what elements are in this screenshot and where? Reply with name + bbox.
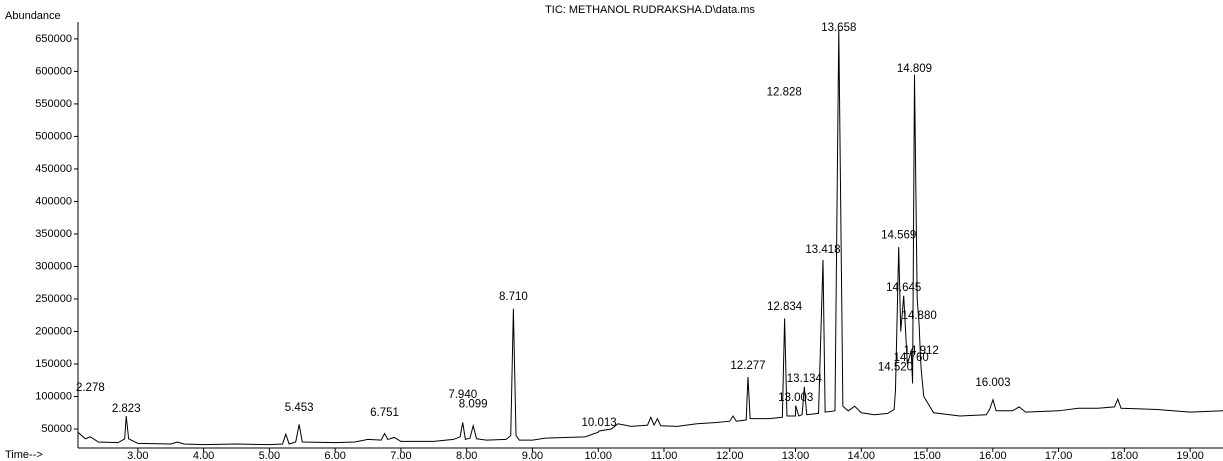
peak-label: 12.828 bbox=[767, 86, 802, 98]
x-tick-label: 8.00 bbox=[456, 450, 477, 461]
trace bbox=[77, 29, 1223, 446]
y-tick-label: 500000 bbox=[35, 130, 72, 142]
peak-label: 13.134 bbox=[787, 373, 823, 385]
peak-label: 14.760 bbox=[894, 352, 929, 364]
x-tick-label: 13.00 bbox=[782, 450, 810, 461]
x-tick-label: 19.00 bbox=[1176, 450, 1204, 461]
x-tick-label: 4.00 bbox=[193, 450, 214, 461]
peak-label: 7.940 bbox=[448, 389, 477, 401]
peak-label: 13.418 bbox=[805, 244, 840, 256]
peak-label: 6.751 bbox=[370, 407, 399, 419]
x-tick-label: 9.00 bbox=[522, 450, 543, 461]
y-tick-label: 550000 bbox=[35, 98, 72, 110]
peak-label: 14.569 bbox=[881, 229, 916, 241]
x-axis-label: Time--> bbox=[5, 449, 43, 461]
peak-label: 14.880 bbox=[902, 310, 937, 322]
x-tick-label: 12.00 bbox=[716, 450, 744, 461]
y-axis-label: Abundance bbox=[5, 10, 61, 22]
y-tick-label: 50000 bbox=[41, 423, 72, 435]
y-tick-label: 650000 bbox=[35, 33, 72, 45]
x-tick-label: 7.00 bbox=[390, 450, 411, 461]
y-tick-label: 150000 bbox=[35, 358, 72, 370]
x-tick-label: 18.00 bbox=[1111, 450, 1139, 461]
y-tick-label: 450000 bbox=[35, 163, 72, 175]
y-tick-label: 250000 bbox=[35, 293, 72, 305]
peak-label: 14.520 bbox=[878, 361, 913, 373]
peak-label: 12.834 bbox=[767, 301, 803, 313]
peak-label: 13.003 bbox=[778, 392, 813, 404]
x-tick-label: 14.00 bbox=[848, 450, 876, 461]
y-tick-label: 600000 bbox=[35, 65, 72, 77]
peak-label: 8.710 bbox=[499, 291, 528, 303]
x-tick-label: 15.00 bbox=[913, 450, 941, 461]
chart-title: TIC: METHANOL RUDRAKSHA.D\data.ms bbox=[545, 4, 755, 16]
y-tick-label: 300000 bbox=[35, 260, 72, 272]
x-tick-label: 11.00 bbox=[651, 450, 678, 461]
y-tick-label: 200000 bbox=[35, 325, 72, 337]
peak-label: 13.658 bbox=[821, 22, 856, 34]
peak-label: 14.912 bbox=[904, 345, 939, 357]
y-tick-label: 350000 bbox=[35, 228, 72, 240]
x-tick-label: 16.00 bbox=[979, 450, 1007, 461]
peak-label: 8.099 bbox=[459, 398, 488, 410]
peak-label: 2.823 bbox=[112, 403, 141, 415]
peak-label: 10.013 bbox=[581, 417, 616, 429]
y-tick-label: 100000 bbox=[35, 390, 72, 402]
x-tick-label: 17.00 bbox=[1045, 450, 1073, 461]
peak-label: 14.809 bbox=[897, 63, 932, 75]
peak-label: 12.277 bbox=[730, 360, 765, 372]
y-tick-label: 400000 bbox=[35, 195, 72, 207]
peak-label: 2.278 bbox=[76, 382, 105, 394]
x-tick-label: 3.00 bbox=[127, 450, 148, 461]
x-tick-label: 5.00 bbox=[259, 450, 280, 461]
peak-label: 5.453 bbox=[285, 402, 314, 414]
x-tick-label: 10.00 bbox=[584, 450, 612, 461]
x-tick-label: 6.00 bbox=[324, 450, 345, 461]
peak-label: 14.645 bbox=[886, 282, 921, 294]
peak-label: 16.003 bbox=[975, 377, 1010, 389]
